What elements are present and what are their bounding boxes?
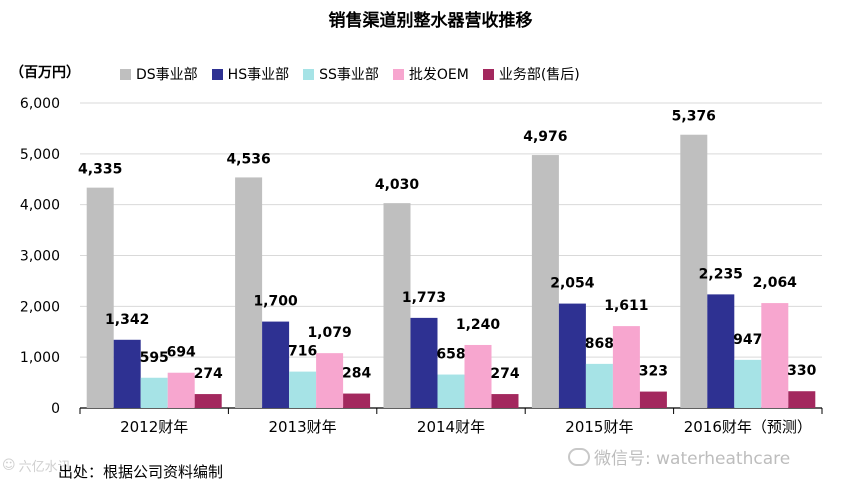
bar-1 <box>531 155 559 408</box>
data-label: 2,064 <box>753 275 798 291</box>
data-label: 1,342 <box>105 312 149 328</box>
bar-1 <box>383 203 411 408</box>
legend-swatch-hs <box>211 68 223 80</box>
data-label: 4,536 <box>226 151 270 167</box>
y-tick-label: 2,000 <box>20 299 60 315</box>
wechat-icon <box>568 447 590 466</box>
x-tick-label: 2013财年 <box>269 418 337 436</box>
bar-4 <box>612 326 640 408</box>
watermark: 微信号: waterheathcare <box>568 444 790 469</box>
bar-5 <box>491 394 519 408</box>
data-label: 4,030 <box>375 177 420 193</box>
legend-swatch-oem <box>392 68 404 80</box>
data-label: 274 <box>194 366 223 382</box>
data-label: 947 <box>733 332 762 348</box>
bar-5 <box>343 393 371 408</box>
logo-text: 六亿水讯 <box>18 460 71 475</box>
legend-item-oem: 批发OEM <box>392 64 469 84</box>
data-label: 1,773 <box>402 290 446 306</box>
logo-icon: ☺ <box>2 458 16 473</box>
data-label: 2,235 <box>699 266 743 282</box>
y-tick-label: 1,000 <box>20 350 60 366</box>
y-tick-label: 6,000 <box>20 96 60 112</box>
bar-4 <box>761 303 789 408</box>
data-label: 284 <box>342 366 371 382</box>
bar-3 <box>734 359 762 408</box>
bar-2 <box>262 321 290 408</box>
data-label: 694 <box>167 345 196 361</box>
legend-label-service: 业务部(售后) <box>498 67 580 83</box>
y-tick-label: 3,000 <box>20 249 60 265</box>
legend-item-service: 业务部(售后) <box>482 64 580 84</box>
legend-swatch-service <box>482 68 494 80</box>
bar-4 <box>167 372 195 408</box>
bar-2 <box>113 339 141 408</box>
data-label: 2,054 <box>550 276 595 292</box>
data-label: 4,335 <box>78 162 122 178</box>
logo: ☺ 六亿水讯 <box>2 456 71 475</box>
legend-label-ss: SS事业部 <box>319 67 379 83</box>
bar-3 <box>437 374 465 408</box>
data-label: 4,976 <box>523 129 567 145</box>
x-tick-label: 2012财年 <box>120 418 188 436</box>
x-tick-label: 2014财年 <box>417 418 485 436</box>
bar-2 <box>410 317 438 408</box>
bar-3 <box>140 377 168 408</box>
bar-5 <box>788 391 816 408</box>
data-label: 274 <box>490 366 519 382</box>
data-label: 323 <box>639 364 668 380</box>
chart-legend: DS事业部 HS事业部 SS事业部 批发OEM 业务部(售后) <box>120 63 580 85</box>
bar-2 <box>558 303 586 408</box>
chart-title: 销售渠道别整水器营收推移 <box>328 11 533 31</box>
y-tick-label: 4,000 <box>20 198 60 214</box>
bar-1 <box>86 187 114 408</box>
y-tick-label: 5,000 <box>20 147 60 163</box>
source-note: 出处：根据公司资料编制 <box>58 463 224 481</box>
y-axis-unit-label: （百万円） <box>10 65 80 81</box>
data-label: 5,376 <box>672 109 716 125</box>
bar-4 <box>316 353 344 408</box>
legend-label-oem: 批发OEM <box>408 67 469 83</box>
bar-5 <box>639 391 667 408</box>
data-label: 868 <box>585 336 614 352</box>
bar-4 <box>464 344 492 408</box>
data-label: 595 <box>140 350 169 366</box>
legend-item-hs: HS事业部 <box>211 64 290 84</box>
legend-label-ds: DS事业部 <box>136 67 198 83</box>
data-label: 330 <box>787 363 816 379</box>
data-label: 1,079 <box>307 325 351 341</box>
legend-swatch-ss <box>303 68 315 80</box>
data-label: 658 <box>436 347 465 363</box>
x-tick-label: 2015财年 <box>565 418 633 436</box>
data-label: 1,611 <box>604 298 648 314</box>
bar-3 <box>585 363 613 408</box>
data-label: 1,700 <box>253 294 298 310</box>
y-tick-label: 0 <box>51 401 60 417</box>
watermark-text: 微信号: waterheathcare <box>594 449 791 469</box>
bar-5 <box>194 394 222 408</box>
bar-3 <box>289 371 317 408</box>
x-tick-label: 2016财年（预测） <box>684 418 812 436</box>
legend-item-ss: SS事业部 <box>303 64 379 84</box>
legend-label-hs: HS事业部 <box>227 67 290 83</box>
bar-1 <box>680 134 708 408</box>
data-label: 1,240 <box>456 317 501 333</box>
bar-1 <box>235 177 263 408</box>
legend-item-ds: DS事业部 <box>120 64 198 84</box>
data-label: 716 <box>288 344 317 360</box>
bar-2 <box>707 294 735 408</box>
legend-swatch-ds <box>120 68 131 80</box>
